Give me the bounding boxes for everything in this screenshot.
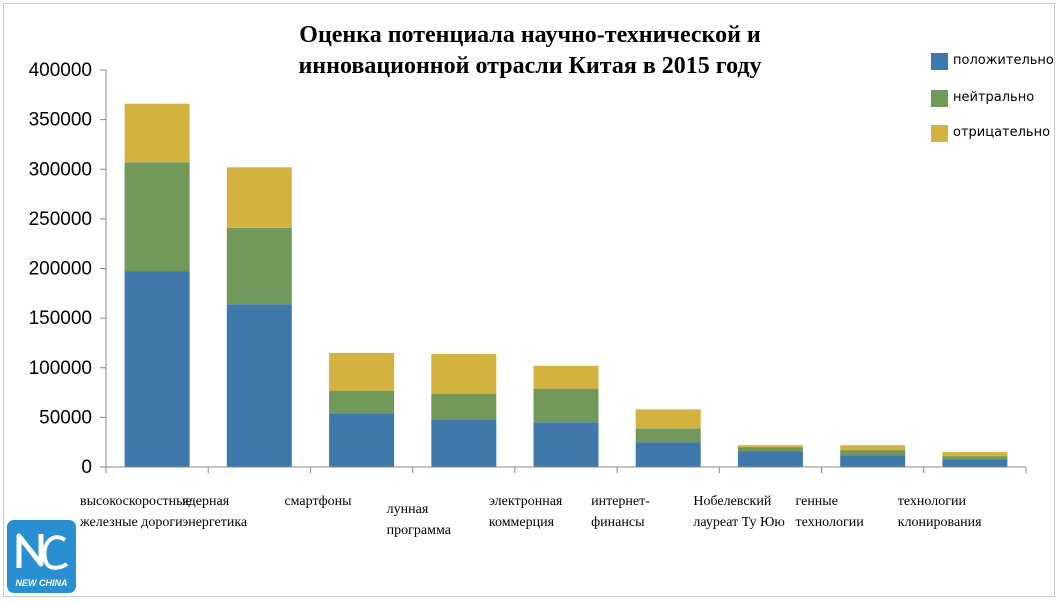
bar-segment-5-0 [635, 442, 701, 467]
x-tick-label-5: интернет-финансы [591, 491, 650, 533]
bar-segment-3-0 [431, 419, 497, 467]
y-tick-label-3: 150000 [29, 308, 92, 329]
x-tick-label-7-line-1: технологии [795, 515, 864, 530]
x-tick-label-2-line-0: смартфоны [284, 494, 352, 509]
y-tick-label-5: 250000 [29, 209, 92, 230]
chart-title-line-1: Оценка потенциала научно-технической и [299, 22, 761, 48]
x-tick-label-8: технологии клонирования [898, 491, 982, 533]
y-tick-label-4: 200000 [29, 259, 92, 280]
x-tick-label-0-line-1: железные дороги [80, 515, 183, 530]
bar-segment-8-1 [942, 456, 1008, 460]
bar-segment-0-1 [124, 162, 190, 272]
x-tick-label-4-line-0: электронная [488, 494, 563, 509]
y-tick-label-1: 50000 [39, 407, 92, 428]
x-tick-label-8-line-0: технологии [897, 494, 966, 509]
x-tick-label-1: ядерная энергетика [182, 491, 247, 533]
legend-swatch-neutral [931, 90, 948, 107]
bar-segment-7-1 [840, 450, 906, 456]
x-tick-label-7-line-0: генные [795, 494, 838, 509]
y-tick-label-7: 350000 [29, 110, 92, 131]
bar-segment-1-2 [226, 167, 292, 228]
chart-title-line-2: инновационной отрасли Китая в 2015 году [298, 53, 762, 79]
bar-segment-3-2 [431, 353, 497, 394]
bar-segment-5-2 [635, 409, 701, 429]
bar-segment-4-0 [533, 422, 599, 467]
x-tick-label-6-line-1: лауреат Ту Юю [693, 515, 785, 530]
bars-group [124, 103, 1008, 467]
bar-segment-6-0 [737, 451, 803, 467]
y-tick-label-0: 0 [81, 457, 92, 478]
legend-label-positive: положительно [953, 53, 1054, 68]
y-tick-label-6: 300000 [29, 159, 92, 180]
bar-segment-2-2 [329, 352, 395, 391]
y-tick-label-8: 400000 [29, 60, 92, 81]
chart-title: Оценка потенциала научно-технической и и… [230, 20, 830, 82]
x-tick-label-4: электронная коммерция [489, 491, 563, 533]
x-tick-label-0: высокоскоростные железные дороги [80, 491, 192, 533]
bar-segment-7-2 [840, 445, 906, 451]
x-tick-label-2: смартфоны [284, 491, 351, 512]
bar-segment-6-2 [737, 445, 803, 448]
bar-segment-4-1 [533, 388, 599, 423]
x-tick-label-1-line-1: энергетика [182, 515, 248, 530]
legend-label-negative: отрицательно [953, 125, 1051, 140]
x-tick-label-0-line-0: высокоскоростные [80, 494, 192, 509]
x-tick-label-3-line-1: программа [386, 523, 451, 538]
bar-segment-8-0 [942, 459, 1008, 467]
bar-segment-1-0 [226, 304, 292, 467]
x-tick-label-7: генные технологии [796, 491, 864, 533]
y-tick-label-2: 100000 [29, 358, 92, 379]
x-tick-label-5-line-1: финансы [591, 515, 645, 530]
bar-segment-3-1 [431, 393, 497, 420]
legend-swatch-positive [931, 53, 948, 70]
x-tick-label-1-line-0: ядерная [182, 494, 230, 509]
chart-frame [3, 3, 1055, 597]
bar-segment-2-1 [329, 390, 395, 414]
logo-text: NEW CHINA [16, 578, 68, 588]
bar-segment-2-0 [329, 413, 395, 467]
x-tick-label-3-line-0: лунная [386, 502, 429, 517]
legend-label-neutral: нейтрально [953, 90, 1035, 105]
axes-group: 0 50000 100000 150000 200000 250000 300000 3500… [29, 60, 1027, 478]
bar-segment-7-0 [840, 455, 906, 467]
x-tick-label-8-line-1: клонирования [897, 515, 982, 530]
bar-segment-6-1 [737, 447, 803, 452]
x-tick-label-5-line-0: интернет- [591, 494, 650, 509]
bar-segment-0-2 [124, 103, 190, 163]
new-china-logo: NEW CHINA [7, 520, 76, 593]
bar-segment-4-2 [533, 365, 599, 389]
bar-segment-5-1 [635, 428, 701, 443]
bar-segment-8-2 [942, 452, 1008, 457]
x-tick-label-3: лунная программа [387, 499, 451, 541]
x-tick-label-4-line-1: коммерция [488, 515, 555, 530]
x-tick-label-6: Нобелевский лауреат Ту Юю [693, 491, 785, 533]
x-tick-label-6-line-0: Нобелевский [693, 494, 772, 509]
bar-segment-1-1 [226, 227, 292, 305]
bar-segment-0-0 [124, 271, 190, 467]
legend-swatch-negative [931, 125, 948, 142]
